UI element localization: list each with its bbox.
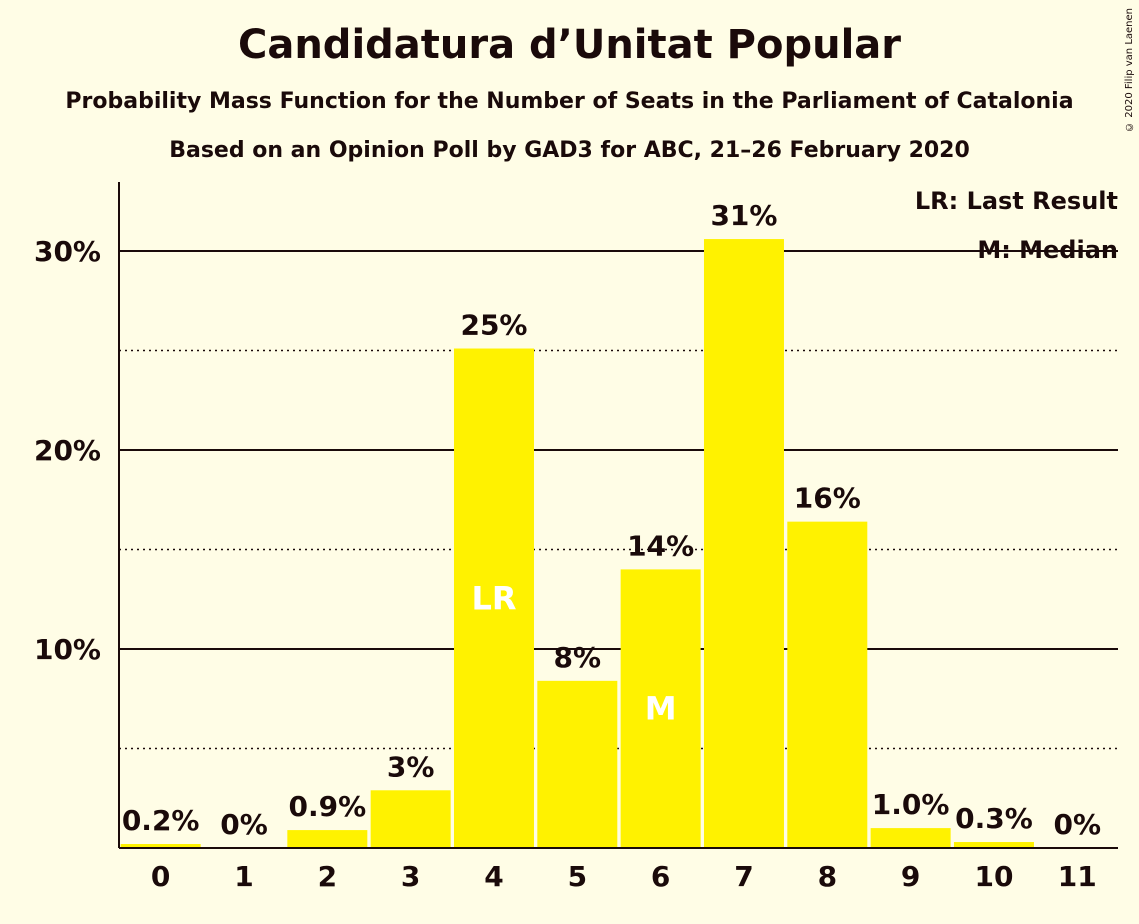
value-label: 16%	[794, 482, 861, 515]
bar	[287, 830, 368, 848]
y-tick-labels: 10% 20% 30%	[34, 235, 101, 666]
value-label: 14%	[627, 529, 694, 562]
gridlines	[119, 250, 1118, 750]
y-tick-label: 30%	[34, 235, 101, 268]
chart-source-subtitle: Based on an Opinion Poll by GAD3 for ABC…	[169, 138, 970, 163]
value-labels: 0.2% 0% 0.9% 3% 25% 8% 14% 31% 16% 1.0% 0.3% 0%	[122, 199, 1101, 841]
chart-title: Candidatura d’Unitat Popular	[237, 22, 902, 68]
x-tick-label: 7	[734, 860, 753, 893]
value-label: 0.3%	[955, 802, 1033, 835]
x-tick-label: 3	[401, 860, 420, 893]
axes	[118, 182, 1118, 849]
bar-marker: M	[645, 690, 677, 728]
bar	[453, 348, 534, 848]
y-tick-label: 20%	[34, 434, 101, 467]
x-tick-label: 0	[151, 860, 170, 893]
value-label: 25%	[460, 309, 527, 342]
x-tick-label: 6	[651, 860, 670, 893]
bar	[787, 521, 868, 848]
legend: LR: Last Result M: Median	[915, 187, 1118, 264]
value-label: 3%	[387, 750, 435, 783]
x-tick-label: 5	[568, 860, 587, 893]
value-label: 0%	[220, 808, 268, 841]
x-tick-label: 8	[818, 860, 837, 893]
bar	[537, 680, 618, 848]
value-label: 0.2%	[122, 804, 200, 837]
x-tick-label: 4	[484, 860, 503, 893]
x-tick-label: 9	[901, 860, 920, 893]
bar	[870, 828, 951, 848]
x-tick-labels: 0 1 2 3 4 5 6 7 8 9 10 11	[151, 860, 1097, 893]
value-label: 1.0%	[872, 788, 950, 821]
value-label: 0.9%	[288, 790, 366, 823]
chart-subtitle: Probability Mass Function for the Number…	[65, 89, 1074, 114]
bar	[370, 790, 451, 848]
bar	[620, 569, 701, 848]
legend-last-result: LR: Last Result	[915, 187, 1118, 215]
x-tick-label: 10	[974, 860, 1013, 893]
value-label: 31%	[710, 199, 777, 232]
bar-markers: LR M	[471, 579, 676, 727]
bar	[703, 239, 784, 848]
x-tick-label: 1	[234, 860, 253, 893]
bar-marker: LR	[471, 579, 516, 617]
value-label: 8%	[554, 641, 602, 674]
value-label: 0%	[1054, 808, 1102, 841]
legend-median: M: Median	[977, 236, 1118, 264]
y-tick-label: 10%	[34, 633, 101, 666]
bar	[120, 844, 201, 848]
bars	[120, 239, 1034, 848]
x-tick-label: 11	[1058, 860, 1097, 893]
x-tick-label: 2	[318, 860, 337, 893]
bar	[953, 842, 1034, 848]
